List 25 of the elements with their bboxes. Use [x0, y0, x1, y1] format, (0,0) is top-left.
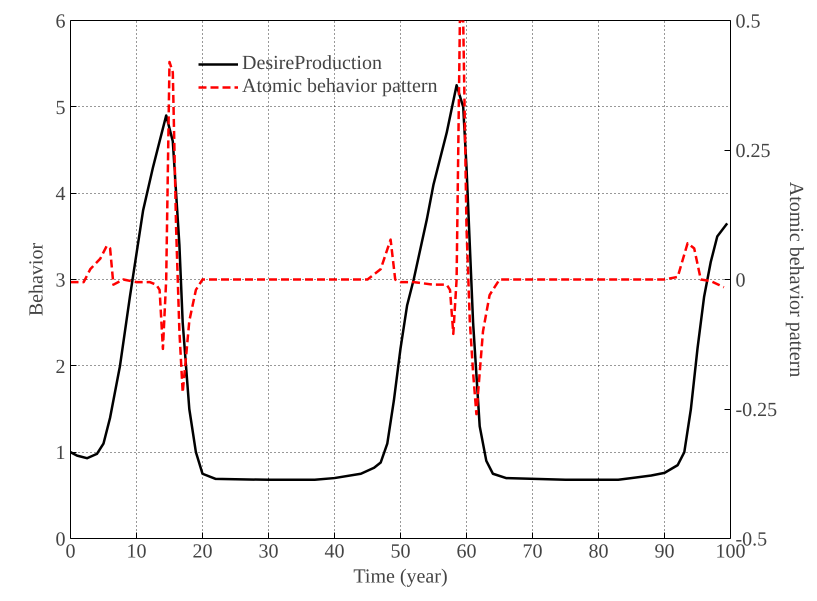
x-tick-label: 70	[522, 540, 542, 562]
y2-tick-label: 0	[736, 270, 746, 292]
x-tick-label: 30	[258, 540, 278, 562]
y-tick-label: 5	[56, 96, 66, 119]
x-tick-label: 80	[588, 540, 608, 562]
y-tick-label: 2	[56, 356, 66, 378]
x-tick-label: 50	[390, 540, 410, 562]
y-axis-title: Behavior	[26, 242, 48, 316]
y2-tick-label: 0.5	[736, 10, 760, 32]
x-tick-label: 20	[192, 540, 212, 562]
y2-tick-label: 0.25	[736, 140, 770, 162]
x-tick-label: 90	[654, 540, 674, 562]
y-tick-label: 3	[56, 270, 66, 292]
y2-tick-label: -0.25	[736, 399, 778, 421]
y2-axis-title: Atomic behavior pattern	[785, 182, 808, 378]
x-tick-label: 10	[126, 540, 146, 562]
x-tick-label: 60	[456, 540, 476, 562]
y-tick-label: 1	[56, 442, 66, 464]
legend-label: DesireProduction	[242, 52, 382, 75]
legend-label: Atomic behavior pattern	[242, 75, 438, 98]
x-axis-title: Time (year)	[353, 566, 448, 588]
y-tick-label: 6	[56, 10, 66, 32]
line-series	[70, 20, 726, 416]
x-tick-label: 40	[324, 540, 344, 562]
y-tick-label: 4	[56, 183, 66, 206]
